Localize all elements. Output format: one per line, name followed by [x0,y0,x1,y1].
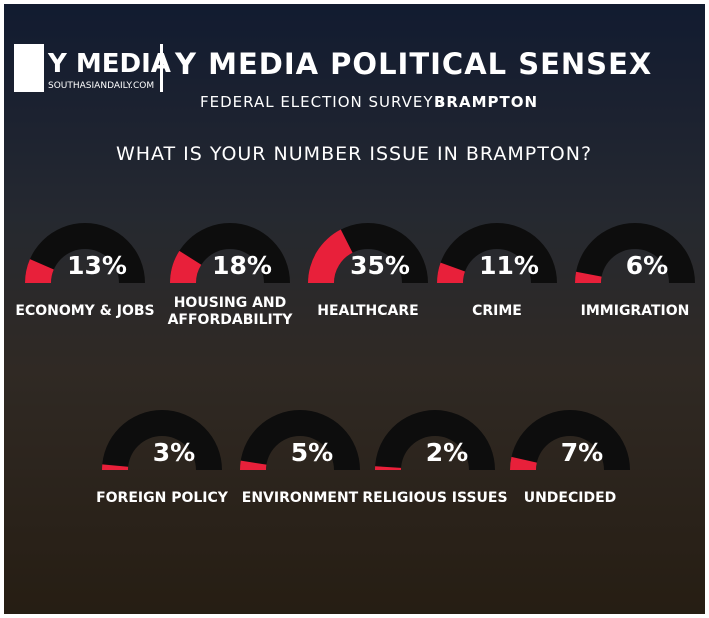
gauge-track [375,410,495,470]
gauge-fill [25,259,54,283]
gauge-track [437,223,557,283]
value-label: 6% [626,251,668,280]
subtitle-emphasis: BRAMPTON [434,93,538,111]
gauge-track [575,223,695,283]
value-label: 18% [212,251,272,280]
value-label: 11% [479,251,539,280]
category-label: RELIGIOUS ISSUES [362,490,507,506]
value-label: 35% [350,251,410,280]
gauge-fill [575,271,602,283]
gauges: 13% ECONOMY & JOBS 18% HOUSING AND AFFORDABI… [15,223,695,506]
value-label: 3% [153,438,195,467]
gauge-fill [170,250,202,283]
category-label: HOUSING AND AFFORDABILITY [168,295,294,328]
gauge-track [240,410,360,470]
subtitle: FEDERAL ELECTION SURVEY - [200,93,446,111]
category-label: ECONOMY & JOBS [15,303,154,319]
gauge-fill [240,460,267,470]
value-label: 5% [291,438,333,467]
overlay [4,4,705,614]
category-label: IMMIGRATION [581,303,690,319]
category-label: UNDECIDED [524,490,617,506]
gauge-track [25,223,145,283]
gauge-track [170,223,290,283]
category-label: CRIME [472,303,522,319]
gauge-fill [437,262,466,283]
logo-site: SOUTHASIANDAILY.COM [48,81,154,91]
value-label: 7% [561,438,603,467]
logo-name: Y MEDIA [47,49,171,79]
gauge-fill [375,466,402,470]
chart-title: Y MEDIA POLITICAL SENSEX [174,47,652,81]
gauge-track [510,410,630,470]
category-label: ENVIRONMENT [242,490,359,506]
gauge-fill [510,456,537,470]
value-label: 13% [67,251,127,280]
logo-mark [14,44,44,92]
logo-divider [160,44,163,92]
gauge-track [102,410,222,470]
gauge-fill [102,464,129,470]
category-label: FOREIGN POLICY [96,490,229,506]
background [4,4,705,614]
gauge-fill [308,229,353,283]
question: WHAT IS YOUR NUMBER ISSUE IN BRAMPTON? [116,143,592,165]
value-label: 2% [426,438,468,467]
category-label: HEALTHCARE [317,303,418,319]
